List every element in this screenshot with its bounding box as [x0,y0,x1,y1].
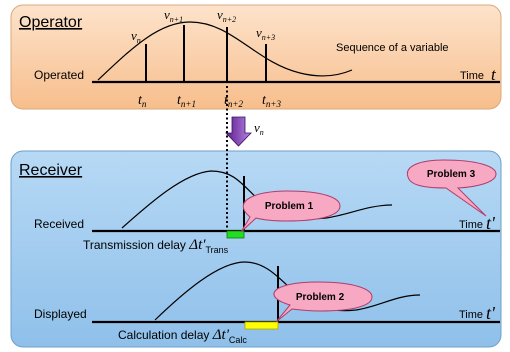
transfer-arrow-icon [225,116,252,147]
operator-title: Operator [19,14,83,31]
received-row-label: Received [34,217,84,231]
time-label-n3: tn+3 [262,93,281,109]
transmission-delay-bar [226,230,245,239]
operator-curve [97,21,353,81]
value-label-n: vn [131,28,141,45]
time-label-n1: tn+1 [177,93,196,109]
displayed-row-label: Displayed [34,307,87,321]
problem-1-callout [240,190,341,233]
transmission-delay-label: Transmission delay Δt'Trans [83,237,229,255]
time-label-n: tn [138,93,147,109]
problem-1-label: Problem 1 [265,201,314,212]
problem-2-label: Problem 2 [296,292,345,303]
calculation-delay-label: Calculation delay Δt'Calc [118,327,247,345]
value-label-n3: vn+3 [256,25,275,42]
curve-label: Sequence of a variable [336,42,449,54]
value-label-n1: vn+1 [164,7,183,24]
receiver-panel [10,150,502,348]
received-time-symbol: t' [486,213,496,233]
transfer-value-label: vn [254,120,264,137]
value-label-n2: vn+2 [217,7,236,24]
operated-row-label: Operated [34,68,84,82]
problem-2-callout [273,281,373,323]
operator-time-symbol: t [491,65,497,84]
calculation-delay-bar [244,321,279,330]
displayed-time-label: Time [459,309,483,321]
displayed-time-symbol: t' [486,303,496,323]
operator-time-label: Time [460,70,484,82]
problem-3-callout [406,159,497,217]
receiver-title: Receiver [19,162,83,179]
problem-3-label: Problem 3 [427,169,476,180]
received-time-label: Time [459,219,483,231]
operator-panel [10,4,502,110]
